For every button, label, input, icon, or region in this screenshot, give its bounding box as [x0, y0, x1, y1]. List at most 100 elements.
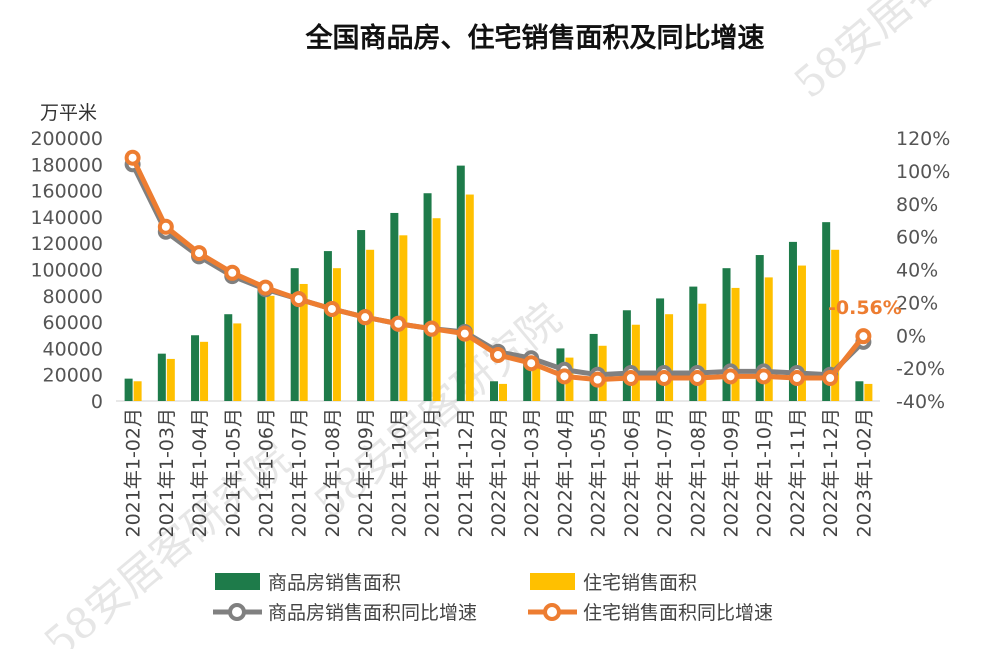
lines-layer [124, 149, 872, 388]
y-tick-label: 100000 [30, 260, 103, 282]
point-residential-growth [357, 309, 374, 326]
legend-swatch-residential-growth-marker [543, 603, 561, 621]
bar-commercial-area [622, 310, 631, 401]
bar-commercial-area [224, 314, 233, 401]
bar-residential-area [233, 323, 242, 401]
bar-commercial-area [490, 381, 498, 401]
bar-residential-area [200, 341, 209, 401]
point-residential-growth [689, 369, 706, 386]
bar-residential-area [133, 381, 142, 401]
x-tick-label: 2021年1-05月 [222, 408, 244, 537]
x-tick-label: 2021年1-04月 [189, 408, 211, 537]
bar-commercial-area [191, 335, 200, 401]
x-tick-label: 2021年1-07月 [289, 408, 311, 537]
bar-commercial-area [390, 212, 399, 401]
x-tick-label: 2023年1-02月 [853, 408, 875, 537]
point-residential-growth [257, 279, 274, 296]
x-tick-label: 2022年1-09月 [721, 408, 743, 537]
bar-residential-area [166, 358, 175, 401]
y-tick-label: 0 [91, 391, 103, 413]
x-tick-label: 2022年1-03月 [521, 408, 543, 537]
y-tick-label: 160000 [30, 181, 103, 203]
x-tick-label: 2021年1-06月 [255, 408, 277, 537]
bar-residential-area [831, 249, 840, 401]
point-residential-growth [224, 264, 241, 281]
x-tick-label: 2021年1-02月 [123, 408, 145, 537]
bar-residential-area [299, 283, 308, 401]
point-residential-growth [656, 369, 673, 386]
x-tick-label: 2021年1-10月 [388, 408, 410, 537]
point-residential-growth [523, 355, 540, 372]
bar-commercial-area [423, 193, 432, 401]
legend-label-commercial-area: 商品房销售面积 [268, 572, 401, 594]
bar-commercial-area [755, 255, 764, 401]
data-label-last-point: -0.56% [828, 297, 902, 319]
y-tick-label: 20000 [43, 365, 103, 387]
bar-commercial-area [822, 222, 831, 401]
bar-residential-area [266, 295, 275, 401]
x-tick-label: 2022年1-12月 [820, 408, 842, 537]
bar-residential-area [631, 324, 640, 401]
y2-tick-label: 0% [896, 325, 926, 347]
y2-tick-label: 100% [896, 161, 950, 183]
legend-swatch-commercial-growth-marker [228, 603, 246, 621]
y-tick-label: 140000 [30, 207, 103, 229]
bar-residential-area [465, 194, 474, 401]
bar-commercial-area [689, 286, 698, 401]
point-residential-growth [788, 369, 805, 386]
point-residential-growth [755, 368, 772, 385]
bar-residential-area [797, 265, 806, 401]
y-tick-label: 200000 [30, 128, 103, 150]
legend-swatch-commercial-area [215, 573, 260, 590]
right-y-axis: 120% 100% 80% 60% 40% 20% 0% -20% -40% [896, 128, 950, 413]
y-tick-label: 120000 [30, 233, 103, 255]
point-residential-growth [124, 149, 141, 166]
bar-commercial-area [257, 283, 266, 401]
y2-tick-label: 60% [896, 227, 938, 249]
bar-residential-area [764, 277, 773, 401]
bar-commercial-area [157, 353, 166, 401]
chart-title: 全国商品房、住宅销售面积及同比增速 [305, 22, 765, 54]
y-tick-label: 40000 [43, 338, 103, 360]
point-residential-growth [390, 315, 407, 332]
y-tick-label: 60000 [43, 312, 103, 334]
bar-residential-area [864, 383, 873, 401]
y2-tick-label: -20% [896, 358, 945, 380]
bar-residential-area [665, 314, 674, 401]
point-residential-growth [490, 346, 506, 363]
bar-residential-area [731, 287, 740, 401]
x-tick-label: 2021年1-03月 [156, 408, 178, 537]
bar-commercial-area [855, 381, 864, 401]
bar-commercial-area [323, 251, 332, 401]
y-tick-label: 180000 [30, 154, 103, 176]
bar-commercial-area [523, 360, 532, 401]
bar-commercial-area [124, 378, 133, 401]
y2-tick-label: 20% [896, 292, 938, 314]
x-axis: 2021年1-02月 2021年1-03月 2021年1-04月 2021年1-05月… [123, 408, 876, 537]
bar-commercial-area [456, 165, 465, 401]
bar-residential-area [698, 303, 707, 401]
bar-residential-area [532, 366, 541, 401]
y2-tick-label: 120% [896, 128, 950, 150]
x-tick-label: 2022年1-04月 [554, 408, 576, 537]
point-residential-growth [456, 325, 473, 342]
point-residential-growth [589, 371, 606, 388]
point-residential-growth [722, 368, 739, 385]
watermark-1: 58安居客 [785, 0, 954, 108]
bar-residential-area [432, 218, 441, 401]
x-tick-label: 2021年1-12月 [455, 408, 477, 537]
bar-residential-area [366, 249, 375, 401]
y2-tick-label: -40% [896, 391, 945, 413]
x-tick-label: 2022年1-11月 [787, 408, 809, 537]
point-residential-growth [191, 245, 208, 262]
x-tick-label: 2022年1-08月 [687, 408, 709, 537]
x-tick-label: 2022年1-10月 [754, 408, 776, 537]
legend-swatch-residential-area [530, 573, 575, 590]
point-residential-growth [556, 368, 573, 385]
y2-tick-label: 80% [896, 194, 938, 216]
legend-label-residential-growth: 住宅销售面积同比增速 [583, 602, 773, 624]
watermark-layer: 58安居客 58安居客研究院 58安居客研究院 [35, 0, 954, 649]
point-residential-growth [423, 320, 440, 337]
x-tick-label: 2021年1-08月 [322, 408, 344, 537]
